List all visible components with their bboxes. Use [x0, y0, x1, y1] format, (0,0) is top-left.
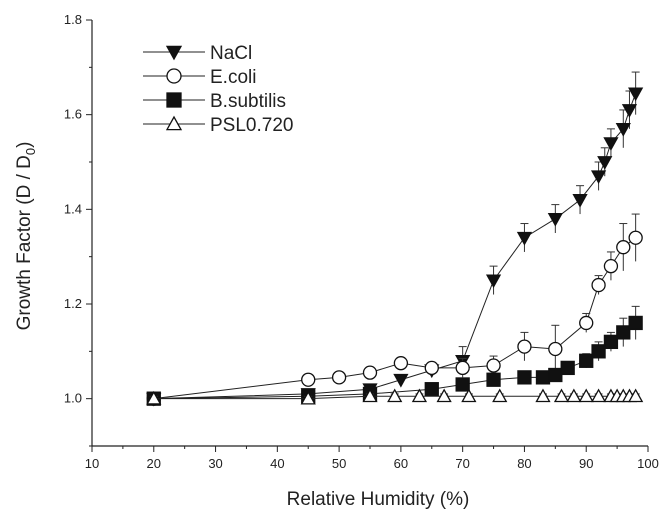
x-tick-label: 30 [208, 456, 222, 471]
data-point [424, 360, 439, 376]
data-point [590, 388, 607, 403]
data-point [455, 377, 470, 392]
data-point [486, 358, 501, 373]
data-point [628, 315, 643, 331]
series-b-subtilis [146, 305, 643, 406]
data-point [560, 360, 575, 376]
legend-label: E.coli [210, 67, 256, 88]
series-e-coli [146, 213, 643, 406]
y-tick-label: 1.0 [64, 391, 82, 406]
x-tick-label: 40 [270, 456, 284, 471]
y-tick-label: 1.6 [64, 107, 82, 122]
data-point [331, 370, 347, 385]
data-point [461, 388, 477, 403]
data-point [516, 231, 533, 246]
data-point [603, 258, 619, 274]
x-tick-label: 20 [147, 456, 161, 471]
data-point [591, 344, 606, 359]
data-point [572, 194, 588, 208]
data-point [628, 230, 643, 245]
y-tick-label: 1.2 [64, 296, 82, 311]
legend-label: B.subtilis [210, 91, 286, 112]
data-point [362, 388, 378, 403]
data-point [628, 388, 644, 403]
data-point [535, 388, 551, 403]
legend-marker [165, 115, 183, 131]
data-point [548, 367, 563, 383]
y-axis-title: Growth Factor (D / D0) [14, 142, 38, 331]
x-tick-label: 50 [332, 456, 346, 471]
legend-entry: PSL0.720 [143, 115, 293, 136]
data-point [436, 388, 452, 403]
legend-label: PSL0.720 [210, 115, 293, 136]
data-point [591, 277, 606, 293]
series-layer [146, 71, 644, 407]
axes: 10 20 30 40 50 60 70 80 90 100 1.0 1.2 1.4 1.6 1.8 [64, 12, 659, 471]
x-tick-label: 70 [455, 456, 469, 471]
data-point [424, 382, 439, 397]
y-tick-label: 1.4 [64, 201, 82, 216]
data-point [300, 390, 316, 405]
data-point [411, 388, 428, 403]
data-point [146, 390, 162, 405]
data-point [485, 274, 502, 289]
data-point [566, 388, 582, 403]
y-axis-title-subscript: 0 [23, 148, 38, 155]
data-point [553, 388, 570, 403]
legend-marker [166, 92, 182, 108]
data-point [393, 373, 409, 388]
y-tick-label: 1.8 [64, 12, 82, 27]
data-point [579, 353, 594, 368]
legend-label: NaCl [210, 43, 252, 64]
data-point [455, 360, 470, 376]
data-point [393, 356, 409, 371]
x-tick-label: 90 [579, 456, 593, 471]
data-point [621, 104, 638, 118]
data-point [486, 372, 501, 387]
x-tick-label: 60 [394, 456, 408, 471]
x-axis-title: Relative Humidity (%) [287, 489, 470, 510]
series-line [153, 93, 637, 400]
data-point [603, 334, 619, 350]
x-tick-label: 80 [517, 456, 531, 471]
legend-entry: E.coli [143, 67, 256, 88]
legend-entry: B.subtilis [143, 91, 286, 112]
x-tick-label: 100 [637, 456, 659, 471]
legend-marker [165, 45, 183, 61]
y-axis-title-main: Growth Factor (D / D [14, 155, 35, 330]
data-point [547, 212, 563, 227]
data-point [597, 156, 613, 170]
data-point [603, 137, 619, 151]
legend: NaCl E.coli B.subtilis PSL0.720 [143, 43, 293, 136]
series-psl0-720 [146, 388, 644, 405]
data-point [590, 170, 607, 185]
data-point [387, 388, 403, 403]
data-point [517, 370, 532, 385]
data-point [535, 370, 551, 385]
data-point [301, 372, 316, 387]
data-point [548, 341, 563, 357]
x-tick-label: 10 [85, 456, 99, 471]
data-point [578, 388, 594, 403]
data-point [628, 87, 644, 102]
legend-marker [166, 68, 182, 84]
data-point [579, 315, 594, 331]
data-point [616, 240, 631, 255]
data-point [492, 388, 508, 403]
legend-entry: NaCl [143, 43, 252, 64]
data-point [517, 339, 532, 354]
data-point [362, 365, 378, 380]
data-point [616, 325, 631, 340]
y-axis-title-close: ) [14, 142, 35, 148]
data-point [615, 123, 631, 137]
